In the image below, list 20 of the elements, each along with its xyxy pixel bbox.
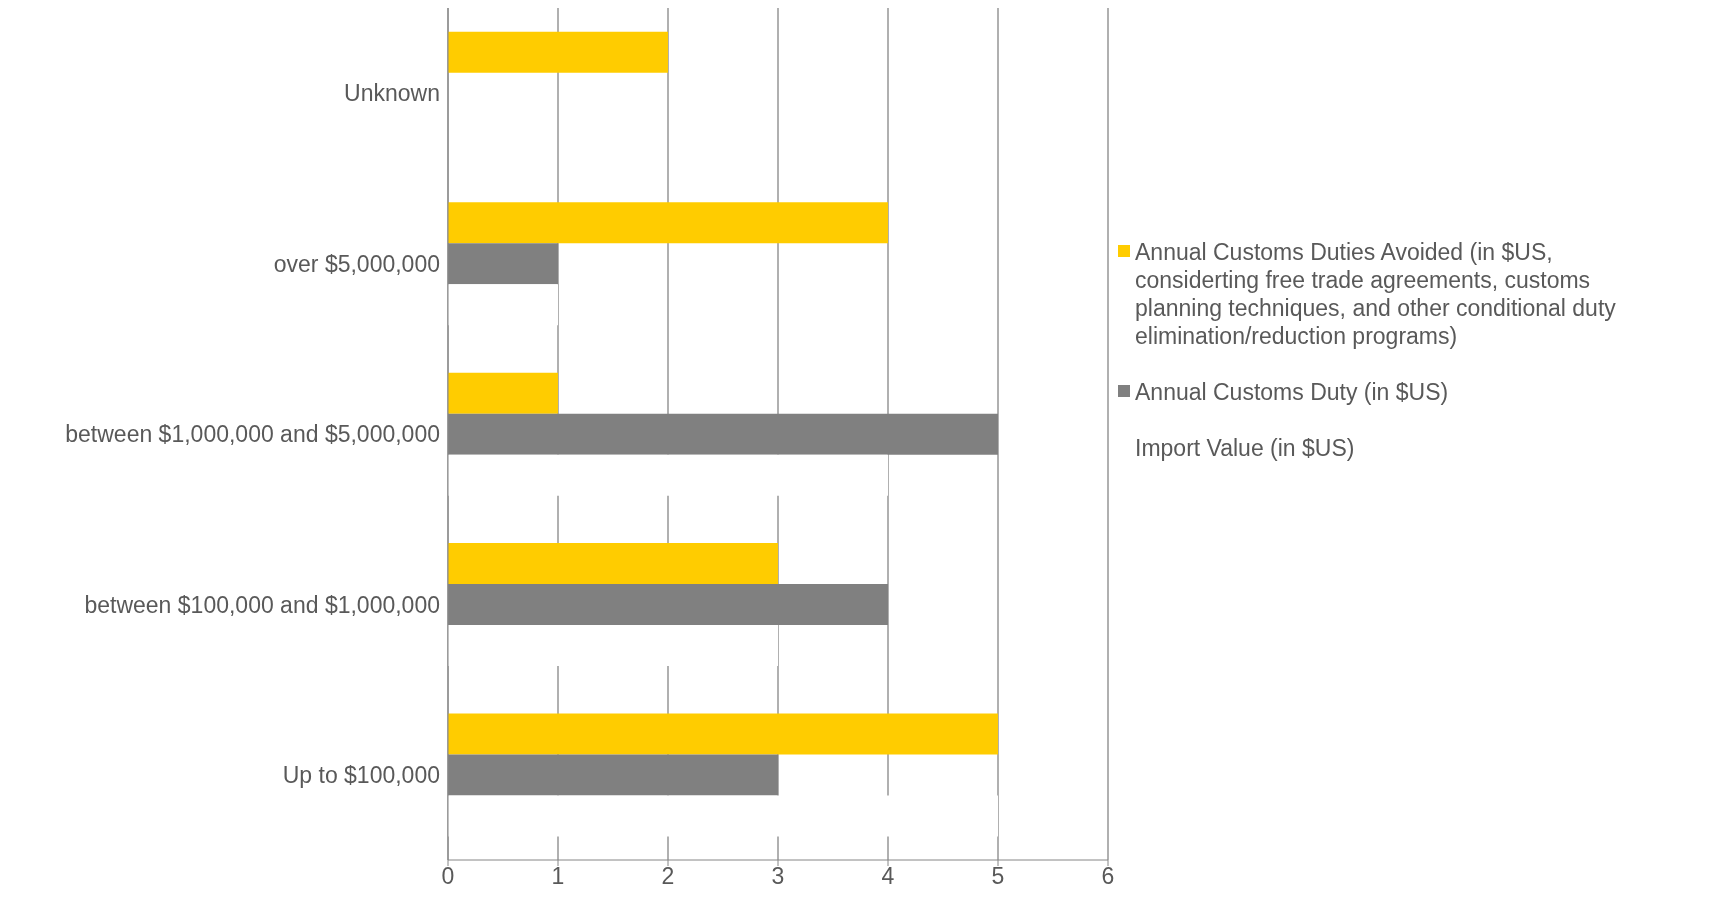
x-tick-label: 1: [551, 863, 565, 890]
bar: [448, 202, 888, 244]
y-tick-label: over $5,000,000: [273, 250, 440, 277]
text: Import Value (in $US): [1135, 434, 1355, 462]
x-tick-label: 0: [441, 863, 455, 890]
y-tick-label: between $1,000,000 and $5,000,000: [65, 421, 440, 448]
bar: [448, 543, 778, 585]
legend-label: Annual Customs Duty (in $US): [1135, 378, 1449, 406]
x-tick-label: 3: [771, 863, 785, 890]
bar: [448, 713, 998, 755]
x-tick-label: 5: [991, 863, 1005, 890]
legend-label: Annual Customs Duties Avoided (in $US, considerting free trade agreements, customs planning techniques, and other conditional duty elimination/reduction programs): [1135, 238, 1617, 350]
x-tick-label: 2: [661, 863, 675, 890]
y-tick-label: Up to $100,000: [282, 761, 440, 788]
x-tick-label: 6: [1101, 863, 1115, 890]
y-tick-label: Unknown: [344, 80, 440, 107]
bar: [448, 372, 558, 414]
bar: [448, 31, 668, 73]
y-tick-label: between $100,000 and $1,000,000: [84, 591, 440, 618]
x-tick-label: 4: [881, 863, 895, 890]
